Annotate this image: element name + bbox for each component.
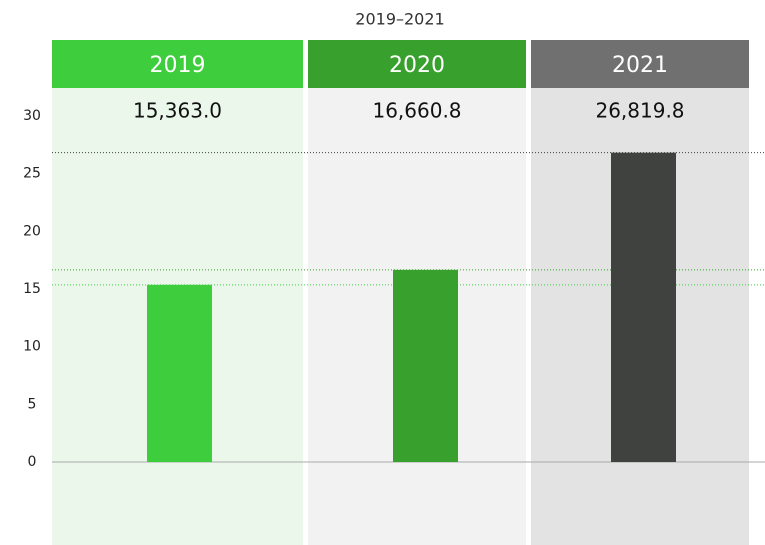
y-tick-label: 10 [23,339,41,355]
column-header [52,40,303,88]
y-tick-label: 20 [23,223,41,239]
bar [611,152,676,462]
y-tick-label: 0 [28,454,37,470]
y-tick-label: 5 [28,396,37,412]
value-label: 15,363.0 [133,99,222,123]
value-label: 16,660.8 [372,99,461,123]
y-tick-label: 30 [23,108,41,124]
value-label: 26,819.8 [595,99,684,123]
column-header [531,40,749,88]
y-tick-label: 25 [23,166,41,182]
y-tick-label: 15 [23,281,41,297]
column-header-label: 2020 [389,53,445,78]
column-header [308,40,526,88]
bar [393,269,458,462]
column-header-label: 2021 [612,53,668,78]
chart-title: 2019–2021 [355,10,444,29]
bar [147,284,212,462]
column-header-label: 2019 [150,53,206,78]
